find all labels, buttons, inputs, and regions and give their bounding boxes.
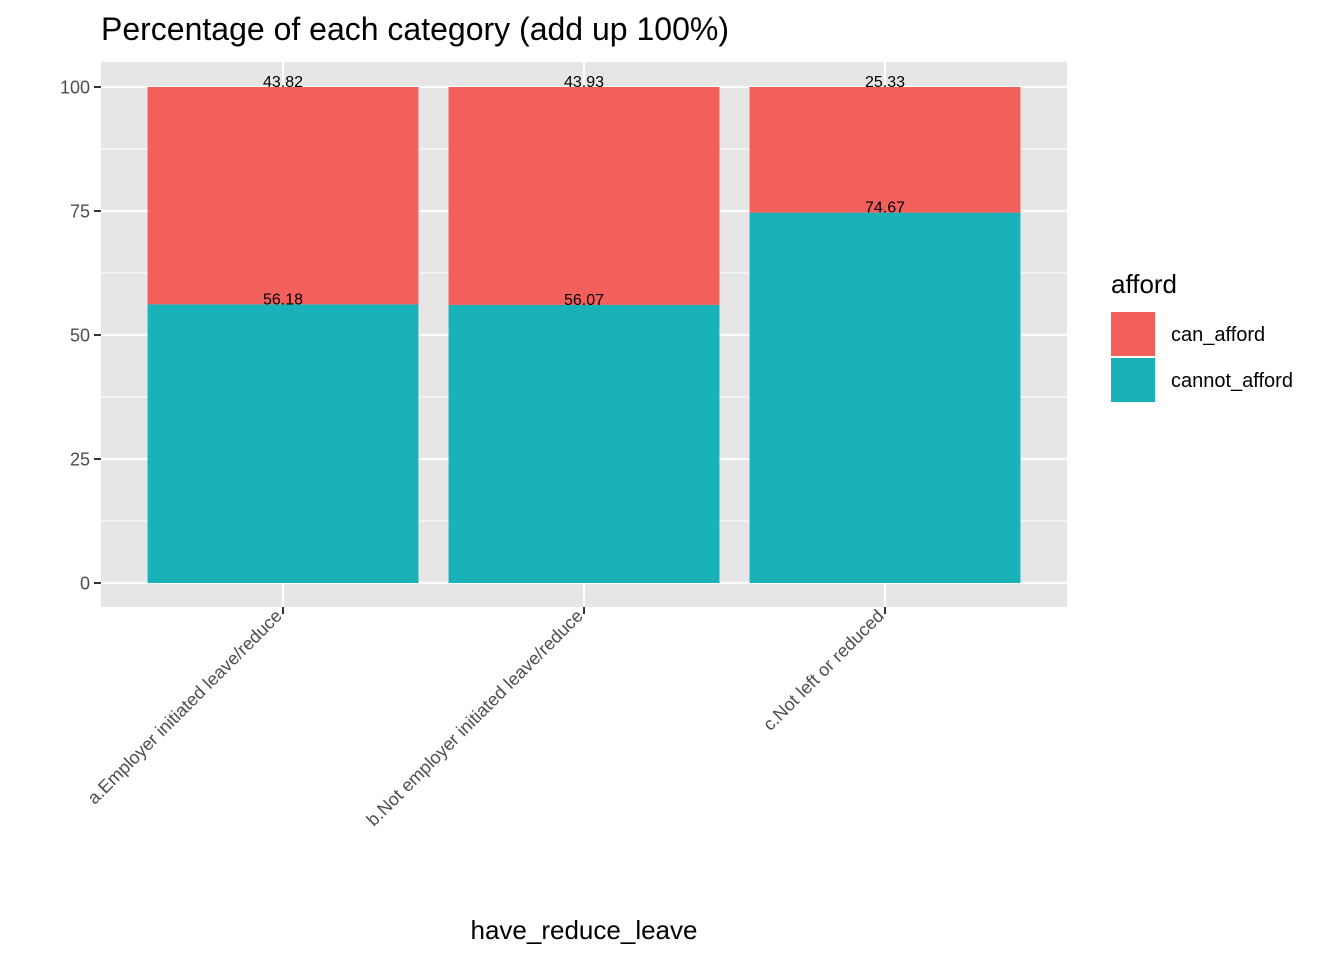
data-label-can_afford-1: 43.82 xyxy=(263,74,303,91)
bar-cannot_afford-3 xyxy=(749,212,1021,584)
y-tick-label: 0 xyxy=(80,574,90,594)
chart-title: Percentage of each category (add up 100%… xyxy=(101,11,729,47)
x-axis: a.Employer initiated leave/reduce b.Not e… xyxy=(83,606,887,830)
y-tick-label: 75 xyxy=(70,202,90,222)
bars xyxy=(147,87,1021,584)
x-tick-label: c.Not left or reduced xyxy=(759,606,888,735)
bar-can_afford-1 xyxy=(147,87,419,305)
legend-label-cannot_afford: cannot_afford xyxy=(1171,370,1293,392)
x-tick-label: a.Employer initiated leave/reduce xyxy=(83,606,285,808)
data-label-cannot_afford-2: 56.07 xyxy=(564,292,604,309)
y-tick-label: 50 xyxy=(70,326,90,346)
legend-key-cannot_afford xyxy=(1111,358,1155,402)
legend-label-can_afford: can_afford xyxy=(1171,324,1265,346)
legend-key-can_afford xyxy=(1111,312,1155,356)
bar-cannot_afford-1 xyxy=(147,304,419,583)
y-tick-label: 100 xyxy=(60,78,90,98)
x-axis-title: have_reduce_leave xyxy=(471,915,698,945)
legend: afford can_afford cannot_afford xyxy=(1111,269,1293,402)
data-label-can_afford-2: 43.93 xyxy=(564,74,604,91)
x-tick-label: b.Not employer initiated leave/reduce xyxy=(363,606,587,830)
bar-cannot_afford-2 xyxy=(448,304,720,583)
bar-can_afford-2 xyxy=(448,87,720,305)
legend-title: afford xyxy=(1111,269,1177,299)
y-axis: 0 25 50 75 100 xyxy=(60,78,101,594)
data-label-can_afford-3: 25.33 xyxy=(865,74,905,91)
bar-can_afford-3 xyxy=(749,87,1021,213)
data-label-cannot_afford-1: 56.18 xyxy=(263,291,303,308)
y-tick-label: 25 xyxy=(70,450,90,470)
data-label-cannot_afford-3: 74.67 xyxy=(865,200,905,217)
data-labels: 56.18 43.82 56.07 43.93 74.67 25.33 xyxy=(263,74,905,309)
